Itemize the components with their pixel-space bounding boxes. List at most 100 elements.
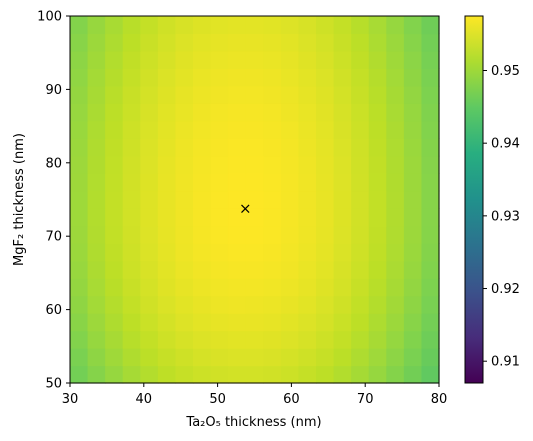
heatmap-cell <box>333 295 352 314</box>
heatmap-cell <box>157 68 177 87</box>
heatmap-cell <box>263 103 282 122</box>
heatmap-cell <box>87 260 106 279</box>
x-tick-label: 80 <box>431 392 448 407</box>
heatmap-cell <box>175 365 194 384</box>
heatmap-cell <box>298 50 317 70</box>
heatmap-cell <box>333 190 352 209</box>
heatmap-cell <box>280 260 300 279</box>
heatmap-cell <box>351 295 370 314</box>
heatmap-cell <box>333 243 352 262</box>
heatmap-cell <box>333 208 352 227</box>
heatmap-cell <box>368 243 387 262</box>
colorbar-tick-label: 0.95 <box>491 64 520 79</box>
heatmap-cells <box>70 16 440 384</box>
heatmap-cell <box>105 85 124 104</box>
heatmap-cell <box>280 208 300 227</box>
heatmap-cell <box>316 225 335 244</box>
heatmap-cell <box>421 278 440 297</box>
heatmap-cell <box>368 138 387 157</box>
heatmap-cell <box>193 50 212 70</box>
heatmap-cell <box>386 260 405 279</box>
heatmap-cell <box>157 225 177 244</box>
heatmap-cell <box>122 68 141 87</box>
heatmap-cell <box>280 120 300 139</box>
heatmap-cell <box>122 278 141 297</box>
heatmap-cell <box>386 295 405 314</box>
heatmap-cell <box>210 243 229 262</box>
heatmap-cell <box>403 278 423 297</box>
heatmap-cell <box>316 103 335 122</box>
heatmap-cell <box>157 33 177 52</box>
heatmap-cell <box>175 50 194 70</box>
heatmap-cell <box>263 33 282 52</box>
heatmap-cell <box>105 33 124 52</box>
heatmap-cell <box>421 190 440 209</box>
heatmap-cell <box>263 278 282 297</box>
heatmap-cell <box>140 50 159 70</box>
x-axis-label: Ta₂O₅ thickness (nm) <box>185 415 321 430</box>
heatmap-cell <box>263 155 282 174</box>
heatmap-cell <box>386 330 405 349</box>
heatmap-cell <box>87 208 106 227</box>
heatmap-cell <box>122 103 141 122</box>
heatmap-cell <box>175 85 194 104</box>
heatmap-cell <box>421 33 440 52</box>
heatmap-cell <box>421 68 440 87</box>
heatmap-cell <box>122 33 141 52</box>
heatmap-cell <box>210 295 229 314</box>
heatmap-cell <box>245 278 264 297</box>
heatmap-cell <box>351 68 370 87</box>
heatmap-cell <box>87 138 106 157</box>
heatmap-cell <box>105 278 124 297</box>
heatmap-cell <box>351 85 370 104</box>
heatmap-cell <box>263 50 282 70</box>
heatmap-cell <box>175 225 194 244</box>
heatmap-cell <box>263 225 282 244</box>
heatmap-cell <box>351 208 370 227</box>
heatmap-cell <box>298 173 317 192</box>
heatmap-cell <box>228 85 247 104</box>
heatmap-cell <box>316 295 335 314</box>
heatmap-cell <box>368 348 387 367</box>
heatmap-cell <box>140 225 159 244</box>
heatmap-cell <box>87 365 106 384</box>
heatmap-cell <box>280 33 300 52</box>
heatmap-cell <box>210 33 229 52</box>
heatmap-cell <box>316 16 335 35</box>
heatmap-cell <box>175 173 194 192</box>
heatmap-cell <box>263 330 282 349</box>
heatmap-cell <box>351 138 370 157</box>
heatmap-cell <box>421 330 440 349</box>
heatmap-cell <box>157 365 177 384</box>
heatmap-cell <box>298 138 317 157</box>
heatmap-cell <box>298 103 317 122</box>
heatmap-cell <box>316 278 335 297</box>
heatmap-cell <box>228 33 247 52</box>
heatmap-cell <box>421 173 440 192</box>
heatmap-cell <box>351 120 370 139</box>
heatmap-cell <box>70 225 89 244</box>
heatmap-cell <box>228 365 247 384</box>
heatmap-cell <box>368 208 387 227</box>
heatmap-cell <box>403 348 423 367</box>
heatmap-cell <box>316 365 335 384</box>
heatmap-cell <box>280 50 300 70</box>
heatmap-cell <box>263 173 282 192</box>
heatmap-cell <box>368 330 387 349</box>
heatmap-cell <box>368 155 387 174</box>
heatmap-cell <box>298 120 317 139</box>
heatmap-cell <box>228 16 247 35</box>
heatmap-cell <box>280 365 300 384</box>
heatmap-cell <box>421 365 440 384</box>
heatmap-cell <box>351 348 370 367</box>
heatmap-cell <box>140 243 159 262</box>
heatmap-cell <box>70 278 89 297</box>
heatmap-cell <box>280 313 300 332</box>
heatmap-cell <box>210 190 229 209</box>
heatmap-cell <box>228 173 247 192</box>
heatmap-cell <box>140 120 159 139</box>
heatmap-cell <box>280 190 300 209</box>
heatmap-cell <box>210 50 229 70</box>
heatmap-cell <box>140 260 159 279</box>
